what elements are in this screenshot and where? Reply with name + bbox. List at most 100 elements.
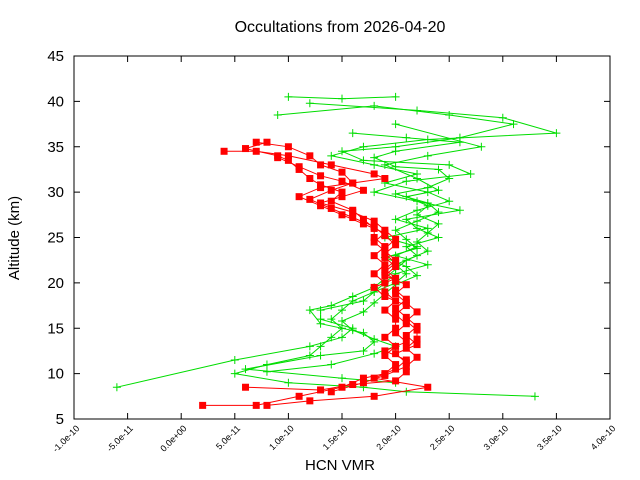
x-axis-label: HCN VMR bbox=[305, 457, 375, 474]
plot-frame bbox=[73, 55, 611, 420]
data-point bbox=[338, 306, 346, 315]
data-point bbox=[381, 351, 389, 359]
data-point bbox=[317, 172, 325, 180]
data-point bbox=[381, 288, 389, 296]
data-point bbox=[359, 379, 367, 387]
data-point bbox=[338, 94, 346, 103]
data-point bbox=[423, 260, 432, 269]
data-point bbox=[381, 306, 389, 314]
data-point bbox=[359, 328, 368, 337]
data-point bbox=[262, 367, 271, 376]
data-point bbox=[359, 307, 368, 316]
series-line bbox=[277, 157, 418, 393]
data-point bbox=[402, 338, 410, 346]
data-point bbox=[317, 199, 325, 207]
data-point bbox=[338, 188, 346, 196]
data-point bbox=[392, 241, 400, 249]
data-point bbox=[359, 297, 368, 306]
data-point bbox=[434, 208, 443, 217]
data-point bbox=[392, 377, 400, 385]
data-point bbox=[402, 262, 411, 271]
data-point bbox=[381, 232, 389, 240]
data-point bbox=[391, 92, 400, 101]
data-point bbox=[391, 189, 400, 198]
y-tick-label: 25 bbox=[47, 230, 64, 247]
data-point bbox=[392, 290, 400, 298]
data-point bbox=[338, 374, 346, 383]
data-point bbox=[391, 215, 400, 224]
data-point bbox=[391, 226, 400, 235]
data-point bbox=[402, 295, 410, 303]
y-tick-label: 35 bbox=[47, 139, 64, 156]
data-point bbox=[413, 353, 421, 361]
data-point bbox=[423, 151, 432, 160]
data-point bbox=[402, 235, 411, 244]
data-point bbox=[445, 110, 454, 119]
data-point bbox=[392, 304, 400, 312]
data-point bbox=[305, 351, 314, 360]
data-point bbox=[392, 263, 400, 271]
data-point bbox=[305, 306, 314, 315]
data-point bbox=[413, 217, 422, 226]
y-tick-label: 40 bbox=[47, 93, 64, 110]
data-point bbox=[392, 329, 400, 337]
data-point bbox=[327, 204, 335, 212]
data-point bbox=[306, 195, 314, 203]
data-point bbox=[381, 268, 389, 276]
data-point bbox=[230, 356, 239, 365]
data-point bbox=[413, 271, 422, 280]
data-point bbox=[402, 133, 411, 142]
data-point bbox=[349, 381, 357, 389]
data-point bbox=[370, 160, 379, 169]
data-point bbox=[477, 142, 486, 151]
data-point bbox=[327, 197, 335, 205]
data-point bbox=[306, 397, 314, 405]
data-point bbox=[413, 326, 421, 334]
data-point bbox=[295, 392, 303, 400]
data-point bbox=[241, 365, 250, 374]
data-point bbox=[112, 383, 121, 392]
y-tick-label: 15 bbox=[47, 320, 64, 337]
data-point bbox=[381, 272, 389, 280]
data-point bbox=[252, 138, 260, 146]
data-point bbox=[423, 247, 432, 256]
data-point bbox=[402, 269, 411, 278]
data-point bbox=[338, 147, 346, 156]
data-point bbox=[359, 215, 367, 223]
data-point bbox=[252, 147, 260, 155]
data-point bbox=[359, 346, 368, 355]
data-point bbox=[370, 153, 379, 162]
data-point bbox=[316, 319, 325, 328]
data-layer bbox=[112, 92, 561, 409]
data-point bbox=[466, 169, 475, 178]
data-point bbox=[252, 401, 260, 409]
data-point bbox=[381, 253, 389, 261]
data-point bbox=[392, 315, 400, 323]
data-point bbox=[402, 332, 410, 340]
data-point bbox=[434, 219, 443, 228]
data-point bbox=[381, 371, 389, 379]
data-point bbox=[306, 175, 314, 183]
data-point bbox=[338, 177, 346, 185]
data-point bbox=[498, 113, 507, 122]
data-point bbox=[348, 326, 357, 335]
data-point bbox=[392, 277, 400, 285]
data-point bbox=[402, 344, 410, 352]
data-point bbox=[327, 161, 335, 169]
data-point bbox=[402, 359, 410, 367]
data-point bbox=[284, 378, 293, 387]
data-point bbox=[381, 292, 389, 300]
data-point bbox=[370, 298, 379, 307]
data-point bbox=[305, 99, 314, 108]
data-point bbox=[220, 147, 228, 155]
data-point bbox=[348, 129, 357, 138]
data-point bbox=[284, 156, 292, 164]
data-point bbox=[295, 193, 303, 201]
data-point bbox=[434, 233, 443, 242]
data-point bbox=[402, 299, 410, 307]
data-point bbox=[359, 186, 367, 194]
data-point bbox=[327, 151, 336, 160]
data-point bbox=[445, 160, 454, 169]
data-point bbox=[381, 347, 389, 355]
